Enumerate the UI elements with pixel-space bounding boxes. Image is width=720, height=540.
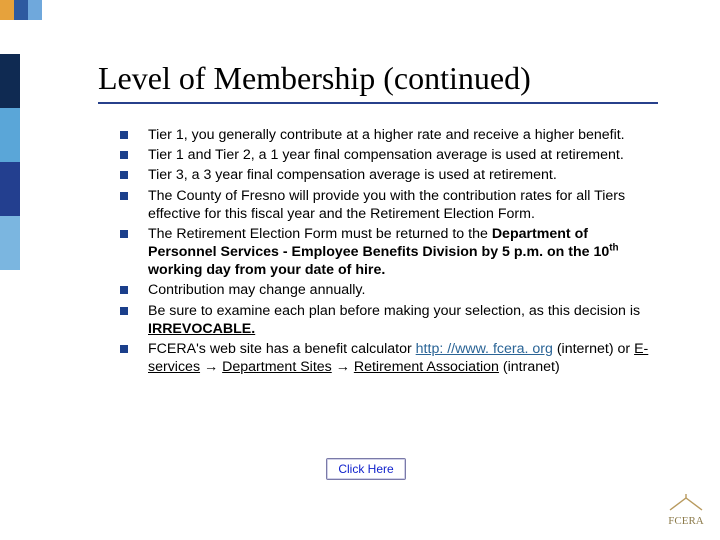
bullet-text: Tier 1 and Tier 2, a 1 year final compen… [148,147,624,163]
bullet-text: FCERA's web site has a benefit calculato… [148,341,648,375]
bullet-icon [120,286,128,294]
bullet-text: Tier 1, you generally contribute at a hi… [148,127,625,143]
slide-title: Level of Membership (continued) [98,60,531,97]
list-item: FCERA's web site has a benefit calculato… [120,340,660,376]
bullet-text: Tier 3, a 3 year final compensation aver… [148,167,557,183]
fcera-logo: FCERA [664,494,708,528]
bullet-icon [120,307,128,315]
logo-icon: FCERA [664,494,708,528]
bullet-icon [120,230,128,238]
list-item: Tier 1 and Tier 2, a 1 year final compen… [120,146,660,164]
bullet-text: Contribution may change annually. [148,282,365,298]
stripe-left-seg [0,54,20,108]
decor-stripe-top [0,0,42,20]
list-item: The Retirement Election Form must be ret… [120,225,660,280]
list-item: Tier 3, a 3 year final compensation aver… [120,166,660,184]
decor-stripe-left [0,54,20,270]
title-underline [98,102,658,104]
stripe-top-seg [28,0,42,20]
list-item: The County of Fresno will provide you wi… [120,187,660,223]
content-area: Tier 1, you generally contribute at a hi… [120,126,660,378]
bullet-icon [120,192,128,200]
list-item: Be sure to examine each plan before maki… [120,302,660,338]
stripe-left-seg [0,216,20,270]
bullet-text: Be sure to examine each plan before maki… [148,303,640,337]
bullet-text: The County of Fresno will provide you wi… [148,188,625,222]
slide: Level of Membership (continued) Tier 1, … [0,0,720,540]
stripe-left-seg [0,162,20,216]
stripe-top-seg [0,0,14,20]
stripe-top-seg [14,0,28,20]
list-item: Contribution may change annually. [120,281,660,299]
bullet-icon [120,171,128,179]
bullet-icon [120,345,128,353]
logo-text: FCERA [668,515,704,527]
bullet-icon [120,151,128,159]
list-item: Tier 1, you generally contribute at a hi… [120,126,660,144]
bullet-icon [120,131,128,139]
bullet-text: The Retirement Election Form must be ret… [148,226,619,278]
click-here-button[interactable]: Click Here [326,458,406,480]
bullet-list: Tier 1, you generally contribute at a hi… [120,126,660,376]
stripe-left-seg [0,108,20,162]
